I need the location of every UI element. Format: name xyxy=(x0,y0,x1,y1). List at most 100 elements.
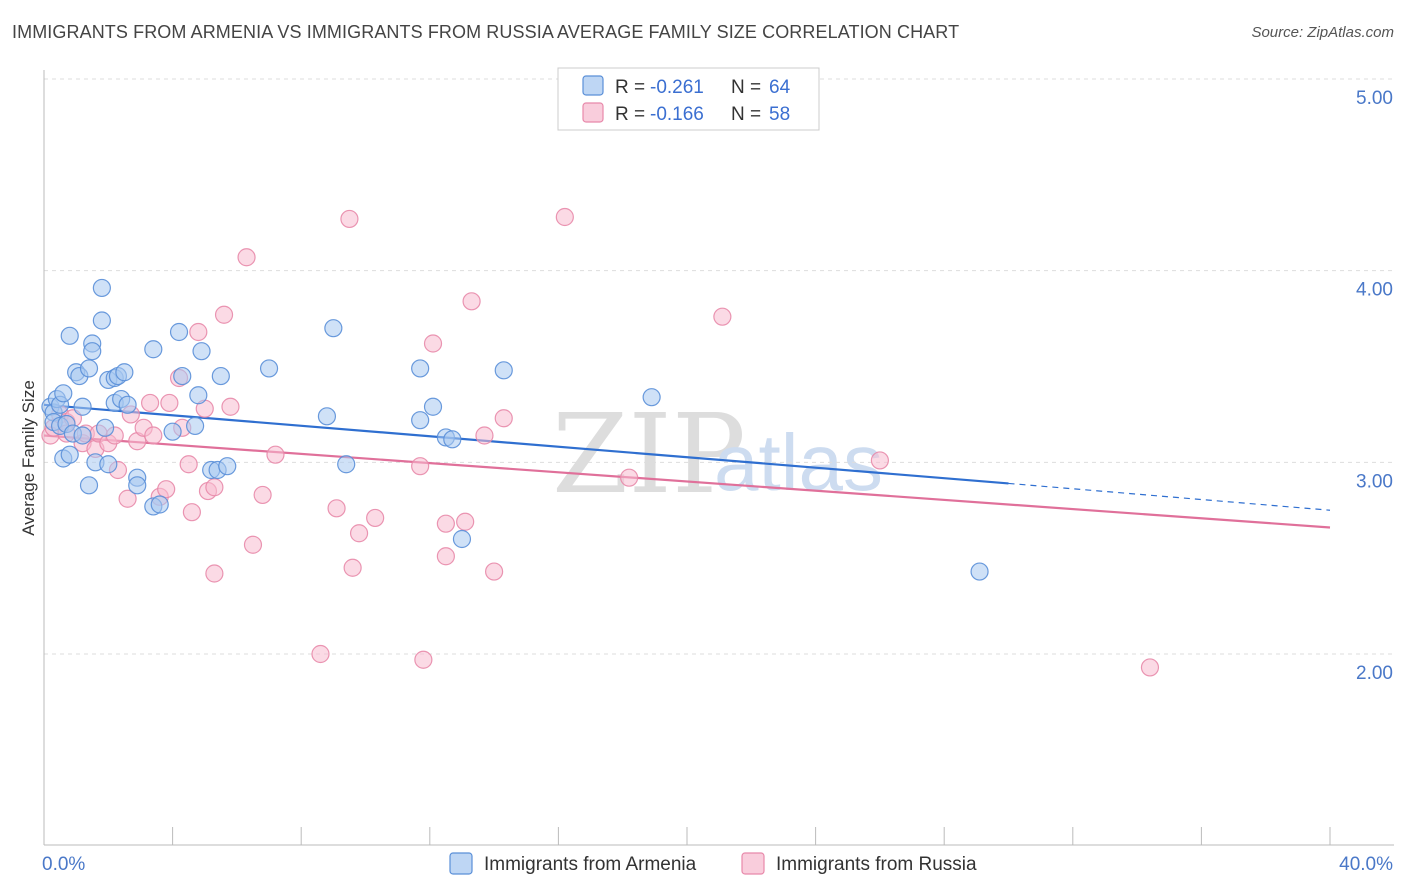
point-russia-45 xyxy=(423,334,443,353)
point-russia-26 xyxy=(189,322,208,342)
point-armenia-39 xyxy=(173,366,192,386)
point-armenia-51 xyxy=(411,411,430,430)
point-russia-17 xyxy=(140,393,160,413)
legend-r-value-russia: -0.166 xyxy=(650,104,704,125)
legend-n-label-armenia: N = xyxy=(731,77,761,98)
bottom-legend-swatch-russia xyxy=(741,852,765,875)
point-armenia-50 xyxy=(337,455,356,474)
point-armenia-59 xyxy=(970,562,989,581)
point-russia-47 xyxy=(436,514,455,533)
point-russia-39 xyxy=(340,209,359,229)
y-tick-label-3: 5.00 xyxy=(1356,88,1393,109)
axes: 2.00 3.00 4.00 5.00 0.0% 40.0% xyxy=(42,70,1394,875)
point-armenia-45 xyxy=(211,366,230,386)
point-armenia-22 xyxy=(92,311,111,330)
trend-line-armenia xyxy=(43,403,1009,485)
point-russia-54 xyxy=(620,468,639,487)
point-armenia-42 xyxy=(192,342,211,361)
point-russia-36 xyxy=(266,445,285,464)
x-tick-label-1: 40.0% xyxy=(1339,854,1393,875)
bottom-legend-swatch-armenia xyxy=(449,852,473,875)
y-tick-label-0: 2.00 xyxy=(1356,663,1393,684)
point-russia-41 xyxy=(349,524,369,543)
point-armenia-14 xyxy=(73,426,92,445)
point-russia-18 xyxy=(144,426,163,445)
point-russia-46 xyxy=(436,547,455,566)
legend-n-value-russia: 58 xyxy=(769,104,790,125)
bottom-legend: Immigrants from Armenia Immigrants from … xyxy=(449,852,977,875)
legend-r-label-armenia: R = xyxy=(615,77,645,98)
legend-swatch-armenia xyxy=(582,75,604,96)
point-armenia-9 xyxy=(60,445,79,464)
point-russia-51 xyxy=(485,562,504,581)
point-russia-34 xyxy=(243,535,263,554)
point-russia-49 xyxy=(462,292,481,311)
point-armenia-52 xyxy=(411,359,430,378)
point-armenia-40 xyxy=(186,416,205,436)
point-russia-30 xyxy=(205,564,224,583)
point-russia-56 xyxy=(870,451,890,470)
point-armenia-34 xyxy=(144,340,163,359)
point-armenia-55 xyxy=(443,430,462,449)
point-russia-55 xyxy=(713,307,732,326)
chart-source: Source: ZipAtlas.com xyxy=(1251,24,1394,41)
point-armenia-49 xyxy=(324,319,343,338)
x-tick-label-0: 0.0% xyxy=(42,854,85,875)
point-armenia-38 xyxy=(169,322,189,342)
point-russia-35 xyxy=(253,485,272,505)
point-russia-32 xyxy=(221,397,240,416)
point-armenia-57 xyxy=(494,361,513,380)
point-armenia-37 xyxy=(163,422,182,441)
point-armenia-25 xyxy=(99,455,118,474)
grid-lines xyxy=(44,78,1394,655)
y-tick-label-1: 3.00 xyxy=(1356,471,1393,492)
point-russia-20 xyxy=(157,480,176,499)
point-russia-40 xyxy=(343,558,362,577)
legend-box: R = -0.261 N = 64 R = -0.166 N = 58 xyxy=(557,67,820,131)
trend-lines xyxy=(43,403,1331,529)
bottom-legend-label-russia: Immigrants from Russia xyxy=(776,854,977,875)
point-armenia-6 xyxy=(54,384,73,403)
trend-line-russia xyxy=(43,434,1331,529)
point-armenia-56 xyxy=(452,529,472,549)
point-armenia-10 xyxy=(60,326,79,345)
point-russia-31 xyxy=(214,305,234,324)
point-russia-52 xyxy=(494,409,513,428)
point-russia-44 xyxy=(414,650,433,669)
point-armenia-21 xyxy=(92,278,111,298)
point-russia-21 xyxy=(160,393,179,413)
point-armenia-16 xyxy=(79,476,99,495)
y-tick-label-2: 4.00 xyxy=(1356,280,1393,301)
point-russia-37 xyxy=(311,644,330,664)
watermark: ZIP atlas xyxy=(552,390,883,518)
legend-r-label-russia: R = xyxy=(615,104,645,125)
point-armenia-33 xyxy=(128,476,147,495)
point-russia-38 xyxy=(327,499,346,518)
point-russia-33 xyxy=(237,248,256,267)
legend-r-value-armenia: -0.261 xyxy=(650,77,704,98)
trend-line-armenia-extension xyxy=(1008,482,1331,511)
point-armenia-53 xyxy=(423,397,443,416)
point-russia-48 xyxy=(456,512,475,531)
legend-swatch-russia xyxy=(582,102,604,123)
legend-n-value-armenia: 64 xyxy=(769,77,791,98)
point-armenia-23 xyxy=(95,418,115,437)
point-russia-50 xyxy=(475,426,494,445)
chart-title: IMMIGRANTS FROM ARMENIA VS IMMIGRANTS FR… xyxy=(12,22,960,42)
point-armenia-47 xyxy=(259,359,279,378)
point-armenia-17 xyxy=(79,359,99,378)
point-russia-24 xyxy=(179,455,198,474)
legend-n-label-russia: N = xyxy=(731,104,761,125)
point-armenia-30 xyxy=(115,363,134,382)
point-russia-13 xyxy=(118,489,137,508)
data-points xyxy=(41,207,1160,677)
point-armenia-58 xyxy=(642,388,661,407)
bottom-legend-label-armenia: Immigrants from Armenia xyxy=(484,854,697,875)
point-armenia-31 xyxy=(118,395,137,414)
point-armenia-48 xyxy=(317,407,337,426)
y-axis-label: Average Family Size xyxy=(19,380,38,536)
point-armenia-19 xyxy=(83,342,102,361)
point-russia-42 xyxy=(366,508,385,528)
point-armenia-15 xyxy=(73,397,92,416)
